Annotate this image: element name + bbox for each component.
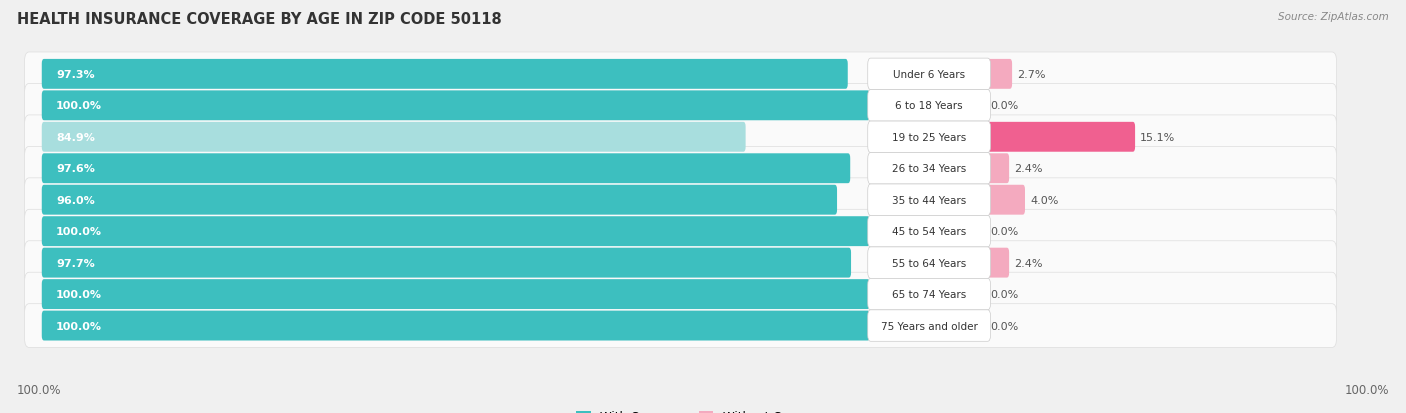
FancyBboxPatch shape	[42, 60, 848, 90]
Text: 97.3%: 97.3%	[56, 70, 94, 80]
FancyBboxPatch shape	[868, 122, 991, 153]
FancyBboxPatch shape	[981, 60, 1012, 90]
FancyBboxPatch shape	[42, 185, 837, 215]
Text: 55 to 64 Years: 55 to 64 Years	[891, 258, 966, 268]
Text: 45 to 54 Years: 45 to 54 Years	[891, 227, 966, 237]
FancyBboxPatch shape	[868, 59, 991, 90]
Legend: With Coverage, Without Coverage: With Coverage, Without Coverage	[572, 406, 834, 413]
Text: 96.0%: 96.0%	[56, 195, 94, 205]
Text: 100.0%: 100.0%	[56, 290, 103, 299]
Text: 4.0%: 4.0%	[1031, 195, 1059, 205]
Text: 0.0%: 0.0%	[991, 101, 1019, 111]
FancyBboxPatch shape	[981, 123, 1135, 152]
Text: 35 to 44 Years: 35 to 44 Years	[891, 195, 966, 205]
FancyBboxPatch shape	[981, 248, 1010, 278]
FancyBboxPatch shape	[24, 147, 1337, 191]
FancyBboxPatch shape	[24, 84, 1337, 128]
FancyBboxPatch shape	[42, 280, 870, 309]
FancyBboxPatch shape	[24, 178, 1337, 222]
Text: 2.7%: 2.7%	[1018, 70, 1046, 80]
FancyBboxPatch shape	[868, 247, 991, 279]
FancyBboxPatch shape	[24, 116, 1337, 159]
Text: 0.0%: 0.0%	[991, 227, 1019, 237]
FancyBboxPatch shape	[868, 310, 991, 342]
FancyBboxPatch shape	[24, 241, 1337, 285]
Text: 97.7%: 97.7%	[56, 258, 94, 268]
Text: 100.0%: 100.0%	[56, 101, 103, 111]
FancyBboxPatch shape	[981, 154, 1010, 184]
FancyBboxPatch shape	[24, 53, 1337, 97]
Text: 100.0%: 100.0%	[17, 384, 62, 396]
Text: 26 to 34 Years: 26 to 34 Years	[891, 164, 966, 174]
FancyBboxPatch shape	[24, 210, 1337, 254]
FancyBboxPatch shape	[868, 153, 991, 185]
FancyBboxPatch shape	[42, 154, 851, 184]
Text: 2.4%: 2.4%	[1014, 258, 1043, 268]
Text: 84.9%: 84.9%	[56, 133, 94, 142]
Text: Under 6 Years: Under 6 Years	[893, 70, 965, 80]
FancyBboxPatch shape	[24, 273, 1337, 316]
Text: Source: ZipAtlas.com: Source: ZipAtlas.com	[1278, 12, 1389, 22]
FancyBboxPatch shape	[868, 90, 991, 122]
FancyBboxPatch shape	[42, 248, 851, 278]
FancyBboxPatch shape	[868, 216, 991, 247]
FancyBboxPatch shape	[868, 185, 991, 216]
Text: 100.0%: 100.0%	[1344, 384, 1389, 396]
FancyBboxPatch shape	[24, 304, 1337, 348]
Text: 100.0%: 100.0%	[56, 227, 103, 237]
Text: 100.0%: 100.0%	[56, 321, 103, 331]
FancyBboxPatch shape	[868, 279, 991, 310]
Text: 15.1%: 15.1%	[1140, 133, 1175, 142]
FancyBboxPatch shape	[42, 311, 870, 341]
Text: 6 to 18 Years: 6 to 18 Years	[896, 101, 963, 111]
Text: 97.6%: 97.6%	[56, 164, 94, 174]
Text: 75 Years and older: 75 Years and older	[880, 321, 977, 331]
Text: HEALTH INSURANCE COVERAGE BY AGE IN ZIP CODE 50118: HEALTH INSURANCE COVERAGE BY AGE IN ZIP …	[17, 12, 502, 27]
FancyBboxPatch shape	[42, 217, 870, 247]
Text: 2.4%: 2.4%	[1014, 164, 1043, 174]
FancyBboxPatch shape	[981, 185, 1025, 215]
Text: 0.0%: 0.0%	[991, 321, 1019, 331]
Text: 19 to 25 Years: 19 to 25 Years	[891, 133, 966, 142]
FancyBboxPatch shape	[42, 123, 745, 152]
Text: 65 to 74 Years: 65 to 74 Years	[891, 290, 966, 299]
FancyBboxPatch shape	[42, 91, 870, 121]
Text: 0.0%: 0.0%	[991, 290, 1019, 299]
